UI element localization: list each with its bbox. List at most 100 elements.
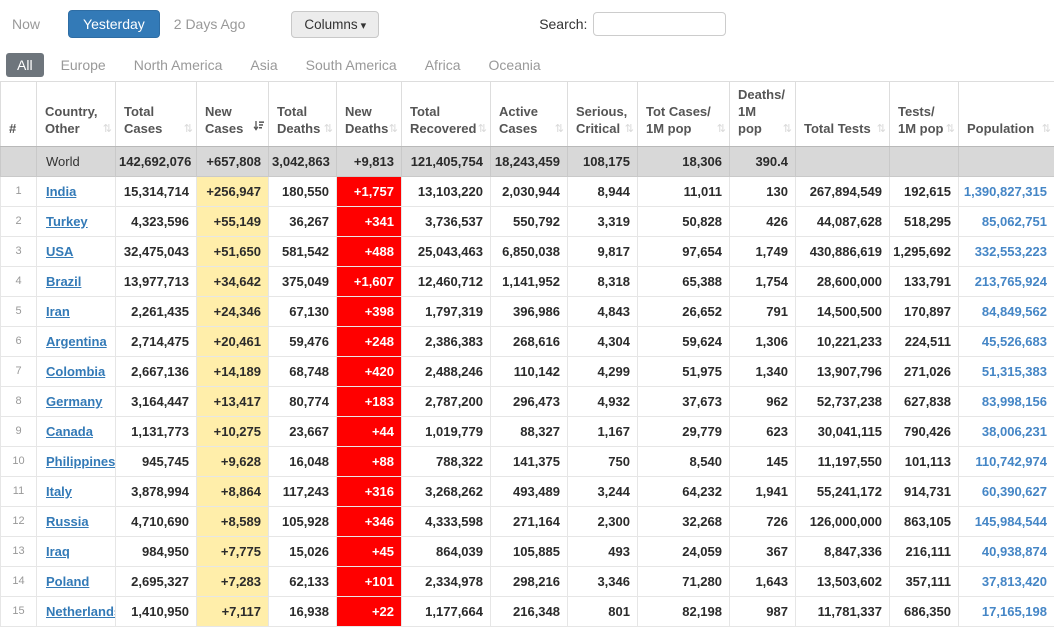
cell-serious-critical: 3,244 bbox=[568, 476, 638, 506]
rank-cell: 9 bbox=[1, 416, 37, 446]
cell-active-cases: 216,348 bbox=[491, 596, 568, 626]
columns-dropdown-button[interactable]: Columns▾ bbox=[291, 11, 379, 38]
country-link[interactable]: Poland bbox=[46, 574, 89, 589]
rank-cell: 7 bbox=[1, 356, 37, 386]
col-header-new-deaths[interactable]: New Deaths⇅ bbox=[337, 82, 402, 147]
cell-total-tests: 13,503,602 bbox=[796, 566, 890, 596]
cell-tests-1m-pop: 170,897 bbox=[890, 296, 959, 326]
cell-tot-cases-1m-pop: 64,232 bbox=[638, 476, 730, 506]
cell-total-recovered: 25,043,463 bbox=[402, 236, 491, 266]
col-header-total-recovered[interactable]: Total Recovered⇅ bbox=[402, 82, 491, 147]
cell-population: 37,813,420 bbox=[959, 566, 1054, 596]
cell-total-cases: 142,692,076 bbox=[116, 146, 197, 176]
country-link[interactable]: Argentina bbox=[46, 334, 107, 349]
cell-new-cases: +657,808 bbox=[197, 146, 269, 176]
country-link[interactable]: India bbox=[46, 184, 76, 199]
cell-tot-cases-1m-pop: 71,280 bbox=[638, 566, 730, 596]
cell-new-deaths: +88 bbox=[337, 446, 402, 476]
rank-cell: 12 bbox=[1, 506, 37, 536]
country-link[interactable]: Russia bbox=[46, 514, 89, 529]
tab-asia[interactable]: Asia bbox=[239, 53, 288, 77]
tab-oceania[interactable]: Oceania bbox=[478, 53, 552, 77]
country-link[interactable]: Iraq bbox=[46, 544, 70, 559]
country-link[interactable]: Netherlands bbox=[46, 604, 116, 619]
col-header-tot-cases-1m-pop[interactable]: Tot Cases/ 1M pop⇅ bbox=[638, 82, 730, 147]
cell-tot-cases-1m-pop: 26,652 bbox=[638, 296, 730, 326]
country-link[interactable]: Germany bbox=[46, 394, 102, 409]
country-link[interactable]: Philippines bbox=[46, 454, 115, 469]
cell-serious-critical: 2,300 bbox=[568, 506, 638, 536]
country-cell: Colombia bbox=[37, 356, 116, 386]
col-header-country-other[interactable]: Country, Other⇅ bbox=[37, 82, 116, 147]
search-input[interactable] bbox=[593, 12, 726, 36]
country-link[interactable]: Italy bbox=[46, 484, 72, 499]
tab-north-america[interactable]: North America bbox=[123, 53, 234, 77]
country-cell: Netherlands bbox=[37, 596, 116, 626]
country-link[interactable]: USA bbox=[46, 244, 73, 259]
cell-total-tests: 55,241,172 bbox=[796, 476, 890, 506]
col-header-new-cases[interactable]: New Cases bbox=[197, 82, 269, 147]
tab-south-america[interactable]: South America bbox=[295, 53, 408, 77]
country-link[interactable]: Brazil bbox=[46, 274, 81, 289]
cell-total-recovered: 2,787,200 bbox=[402, 386, 491, 416]
tab-all[interactable]: All bbox=[6, 53, 44, 77]
tab-africa[interactable]: Africa bbox=[414, 53, 472, 77]
cell-total-recovered: 2,334,978 bbox=[402, 566, 491, 596]
col-header-deaths-1m-pop[interactable]: Deaths/ 1M pop⇅ bbox=[730, 82, 796, 147]
cell-total-recovered: 121,405,754 bbox=[402, 146, 491, 176]
col-header-population[interactable]: Population⇅ bbox=[959, 82, 1054, 147]
cell-total-cases: 984,950 bbox=[116, 536, 197, 566]
cell-new-cases: +34,642 bbox=[197, 266, 269, 296]
cell-total-tests: 44,087,628 bbox=[796, 206, 890, 236]
col-header-serious-critical[interactable]: Serious, Critical⇅ bbox=[568, 82, 638, 147]
rank-cell: 2 bbox=[1, 206, 37, 236]
country-cell: World bbox=[37, 146, 116, 176]
cell-tot-cases-1m-pop: 29,779 bbox=[638, 416, 730, 446]
cell-total-deaths: 581,542 bbox=[269, 236, 337, 266]
cell-total-recovered: 2,488,246 bbox=[402, 356, 491, 386]
cell-tests-1m-pop: 627,838 bbox=[890, 386, 959, 416]
cell-serious-critical: 9,817 bbox=[568, 236, 638, 266]
cell-deaths-1m-pop: 367 bbox=[730, 536, 796, 566]
col-header-label: Serious, Critical bbox=[576, 104, 627, 136]
cell-tot-cases-1m-pop: 24,059 bbox=[638, 536, 730, 566]
cell-total-tests: 30,041,115 bbox=[796, 416, 890, 446]
cell-deaths-1m-pop: 726 bbox=[730, 506, 796, 536]
country-link[interactable]: Colombia bbox=[46, 364, 105, 379]
cell-tests-1m-pop: 686,350 bbox=[890, 596, 959, 626]
cell-total-cases: 2,714,475 bbox=[116, 326, 197, 356]
country-link[interactable]: Turkey bbox=[46, 214, 88, 229]
cell-tests-1m-pop: 357,111 bbox=[890, 566, 959, 596]
now-button[interactable]: Now bbox=[12, 16, 40, 32]
col-header-total-cases[interactable]: Total Cases⇅ bbox=[116, 82, 197, 147]
cell-total-cases: 3,164,447 bbox=[116, 386, 197, 416]
col-header-total-tests[interactable]: Total Tests⇅ bbox=[796, 82, 890, 147]
cell-new-deaths: +183 bbox=[337, 386, 402, 416]
sort-both-icon: ⇅ bbox=[184, 122, 193, 136]
cell-total-recovered: 12,460,712 bbox=[402, 266, 491, 296]
country-link[interactable]: Canada bbox=[46, 424, 93, 439]
cell-new-deaths: +341 bbox=[337, 206, 402, 236]
rank-cell: 10 bbox=[1, 446, 37, 476]
cell-serious-critical: 8,318 bbox=[568, 266, 638, 296]
cell-total-deaths: 36,267 bbox=[269, 206, 337, 236]
cell-population: 84,849,562 bbox=[959, 296, 1054, 326]
cell-tests-1m-pop: 192,615 bbox=[890, 176, 959, 206]
tab-europe[interactable]: Europe bbox=[50, 53, 117, 77]
country-link[interactable]: Iran bbox=[46, 304, 70, 319]
cell-active-cases: 271,164 bbox=[491, 506, 568, 536]
col-header-tests-1m-pop[interactable]: Tests/ 1M pop⇅ bbox=[890, 82, 959, 147]
yesterday-button[interactable]: Yesterday bbox=[68, 10, 160, 38]
col-header-active-cases[interactable]: Active Cases⇅ bbox=[491, 82, 568, 147]
cell-total-recovered: 1,019,779 bbox=[402, 416, 491, 446]
country-cell: Poland bbox=[37, 566, 116, 596]
col-header-: # bbox=[1, 82, 37, 147]
two-days-ago-button[interactable]: 2 Days Ago bbox=[174, 16, 246, 32]
col-header-total-deaths[interactable]: Total Deaths⇅ bbox=[269, 82, 337, 147]
